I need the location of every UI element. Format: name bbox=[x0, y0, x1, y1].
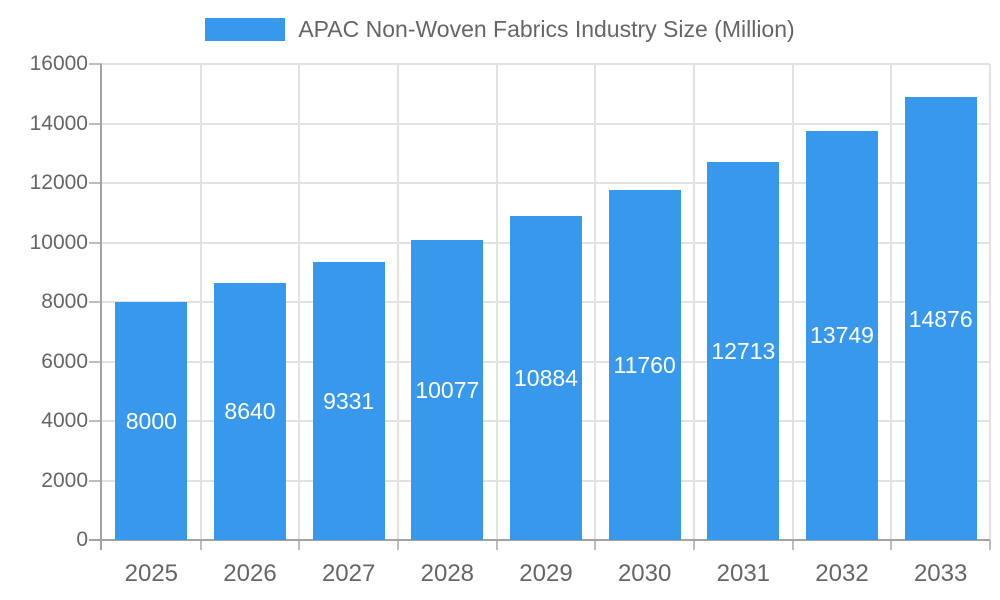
x-tick bbox=[890, 540, 893, 550]
x-tick bbox=[594, 540, 597, 550]
y-tick bbox=[89, 301, 102, 303]
y-tick bbox=[89, 63, 102, 65]
y-tick bbox=[89, 360, 102, 363]
bar-2033[interactable] bbox=[904, 97, 977, 540]
x-tick-label-2028: 2028 bbox=[420, 560, 475, 587]
y-tick-label-8000: 8000 bbox=[41, 290, 88, 313]
v-gridline bbox=[791, 64, 794, 540]
v-gridline bbox=[693, 64, 695, 540]
x-tick-label-2033: 2033 bbox=[913, 560, 968, 587]
h-gridline bbox=[102, 122, 990, 125]
legend-swatch bbox=[205, 18, 286, 41]
v-gridline bbox=[495, 64, 498, 540]
y-tick-label-6000: 6000 bbox=[41, 349, 88, 373]
h-gridline bbox=[102, 182, 990, 184]
bar-2031[interactable] bbox=[707, 161, 780, 540]
x-tick-label-2030: 2030 bbox=[617, 560, 672, 587]
v-gridline bbox=[890, 64, 893, 540]
bar-value-2030: 11760 bbox=[613, 352, 676, 379]
y-tick-label-4000: 4000 bbox=[41, 409, 88, 432]
bar-value-2031: 12713 bbox=[711, 337, 776, 364]
x-tick bbox=[199, 540, 202, 550]
y-tick-label-0: 0 bbox=[76, 528, 88, 551]
y-tick-label-16000: 16000 bbox=[29, 52, 88, 75]
bar-2030[interactable] bbox=[608, 190, 681, 540]
x-tick bbox=[693, 540, 695, 550]
bar-2025[interactable] bbox=[115, 302, 188, 540]
v-gridline bbox=[199, 64, 202, 540]
x-tick-label-2029: 2029 bbox=[519, 560, 573, 587]
x-tick bbox=[495, 540, 498, 550]
x-axis-line bbox=[89, 539, 990, 541]
y-tick-label-2000: 2000 bbox=[41, 468, 88, 492]
bar-2027[interactable] bbox=[312, 262, 385, 540]
y-tick-label-12000: 12000 bbox=[29, 171, 88, 194]
bar-value-2029: 10884 bbox=[514, 365, 578, 392]
x-tick-label-2026: 2026 bbox=[223, 560, 277, 587]
x-tick-label-2027: 2027 bbox=[321, 560, 376, 587]
legend-label: APAC Non-Woven Fabrics Industry Size (Mi… bbox=[298, 16, 795, 42]
chart-legend[interactable]: APAC Non-Woven Fabrics Industry Size (Mi… bbox=[0, 16, 1000, 43]
h-gridline bbox=[102, 63, 990, 65]
x-tick bbox=[397, 540, 399, 550]
bar-value-2028: 10077 bbox=[415, 377, 480, 404]
y-axis-line bbox=[100, 64, 102, 550]
v-gridline bbox=[989, 64, 991, 540]
v-gridline bbox=[298, 64, 301, 540]
bar-value-2025: 8000 bbox=[125, 408, 177, 434]
x-tick bbox=[791, 540, 794, 550]
x-tick-label-2032: 2032 bbox=[815, 560, 869, 587]
bar-value-2026: 8640 bbox=[224, 398, 276, 425]
x-tick bbox=[298, 540, 301, 550]
y-tick bbox=[89, 420, 102, 422]
v-gridline bbox=[594, 64, 597, 540]
x-tick-label-2025: 2025 bbox=[124, 560, 179, 587]
bar-2028[interactable] bbox=[411, 240, 484, 540]
y-tick bbox=[89, 479, 102, 482]
y-tick bbox=[89, 182, 102, 184]
v-gridline bbox=[397, 64, 399, 540]
bar-2029[interactable] bbox=[510, 216, 582, 540]
bar-2032[interactable] bbox=[806, 130, 878, 540]
x-tick bbox=[989, 540, 991, 550]
bar-value-2033: 14876 bbox=[908, 305, 973, 332]
bar-value-2027: 9331 bbox=[323, 388, 375, 415]
y-tick-label-14000: 14000 bbox=[29, 111, 88, 135]
y-tick bbox=[89, 241, 102, 244]
y-tick bbox=[89, 122, 102, 125]
bar-value-2032: 13749 bbox=[810, 322, 874, 349]
y-tick-label-10000: 10000 bbox=[29, 230, 88, 254]
bar-2026[interactable] bbox=[214, 282, 286, 540]
x-tick-label-2031: 2031 bbox=[716, 560, 771, 587]
